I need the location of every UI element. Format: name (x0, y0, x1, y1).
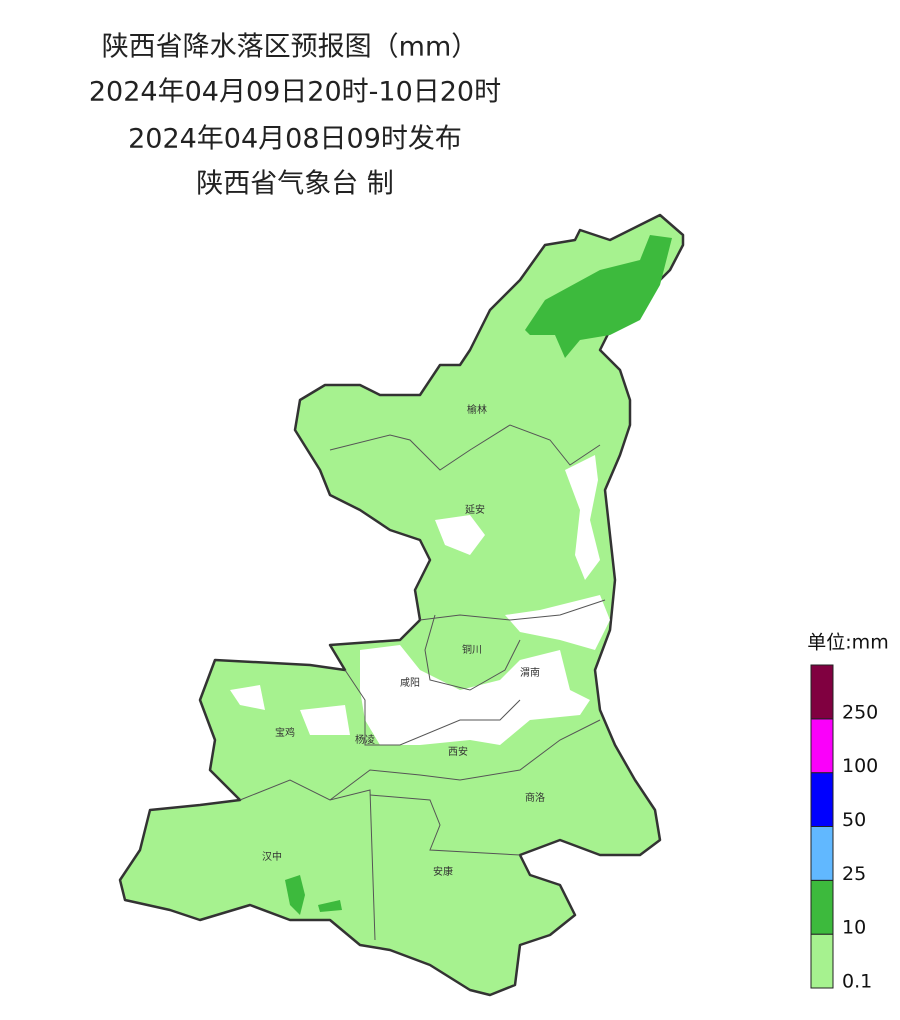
dry-area (300, 705, 350, 735)
legend-label: 0.1 (842, 971, 872, 993)
legend-swatch (810, 826, 834, 881)
period: 2024年04月09日20时-10日20时 (89, 77, 501, 108)
legend-label: 25 (842, 863, 866, 885)
dry-area (435, 515, 485, 555)
legend-swatch (810, 718, 834, 774)
city-label: 榆林 (467, 403, 487, 416)
city-label: 延安 (465, 503, 485, 516)
city-label: 渭南 (520, 666, 540, 679)
city-label: 铜川 (462, 644, 482, 656)
city-label: 西安 (448, 745, 468, 758)
dry-area (565, 455, 600, 580)
city-label: 汉中 (262, 850, 282, 863)
city-label: 商洛 (525, 791, 545, 804)
rain-area (525, 235, 672, 358)
rain-area (318, 900, 342, 912)
dry-area (360, 645, 590, 745)
legend-label: 50 (842, 809, 866, 831)
legend-swatch (810, 879, 834, 935)
issuer: 陕西省气象台 制 (196, 169, 394, 200)
legend-swatch (810, 933, 834, 989)
issued: 2024年04月08日09时发布 (128, 124, 462, 155)
legend-title: 单位:mm (807, 632, 888, 654)
rain-area (285, 875, 305, 915)
legend-label: 10 (842, 917, 866, 939)
city-label: 咸阳 (400, 677, 420, 689)
dry-area (230, 685, 265, 710)
legend-label: 250 (842, 701, 878, 723)
title: 陕西省降水落区预报图（mm） (102, 32, 479, 63)
legend-swatch (810, 664, 834, 720)
boundaries (239, 424, 606, 941)
legend-swatch (810, 772, 834, 828)
city-label: 安康 (433, 865, 453, 878)
city-label: 宝鸡 (275, 726, 295, 739)
legend: 0.1 10 25 50 100 250 (810, 664, 878, 993)
province (118, 213, 685, 997)
city-label: 杨凌 (355, 733, 375, 746)
legend-label: 100 (842, 755, 878, 777)
dry-area (505, 595, 610, 650)
